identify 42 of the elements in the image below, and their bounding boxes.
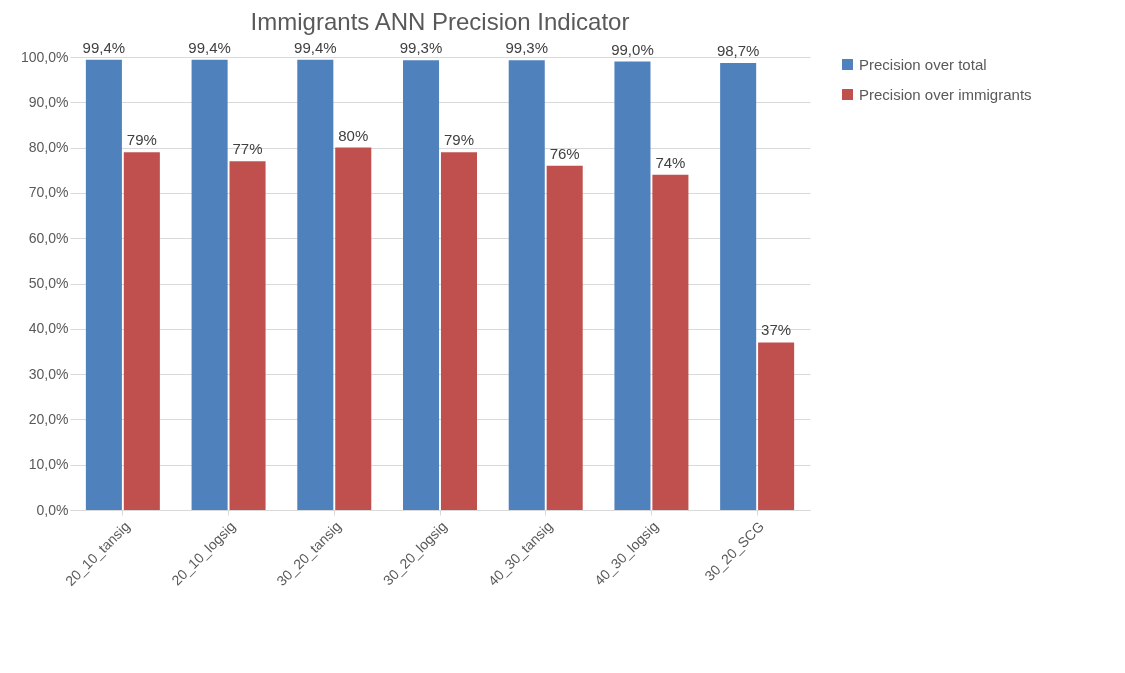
bar xyxy=(546,165,583,510)
bar xyxy=(440,152,477,510)
bar xyxy=(123,152,160,510)
data-label: 98,7% xyxy=(716,41,760,59)
data-label: 99,0% xyxy=(611,40,654,58)
data-label: 76% xyxy=(549,144,580,162)
y-tick-label: 90,0% xyxy=(28,93,69,110)
bar xyxy=(614,61,651,510)
data-label: 99,4% xyxy=(294,38,337,56)
legend-label: Precision over total xyxy=(859,55,987,73)
bar xyxy=(229,161,266,510)
y-tick-label: 20,0% xyxy=(28,410,69,427)
y-tick-label: 0,0% xyxy=(36,501,69,518)
bar xyxy=(335,147,372,510)
data-label: 74% xyxy=(655,153,686,171)
bar xyxy=(85,59,122,510)
bar xyxy=(652,174,689,510)
y-tick-label: 100,0% xyxy=(21,48,69,65)
data-label: 99,3% xyxy=(505,39,549,57)
y-tick-label: 10,0% xyxy=(28,456,69,473)
data-label: 99,3% xyxy=(399,39,443,57)
bar xyxy=(403,60,440,510)
y-tick-label: 30,0% xyxy=(28,365,69,382)
data-label: 37% xyxy=(761,321,792,339)
y-tick-label: 70,0% xyxy=(28,184,69,201)
data-label: 99,4% xyxy=(188,38,231,56)
data-label: 77% xyxy=(232,140,263,158)
bar xyxy=(297,59,334,510)
data-label: 80% xyxy=(338,126,369,144)
y-tick-label: 40,0% xyxy=(28,320,69,337)
bar xyxy=(191,59,228,510)
chart-title: Immigrants ANN Precision Indicator xyxy=(250,7,630,35)
y-tick-label: 60,0% xyxy=(28,229,69,246)
bar xyxy=(758,342,795,510)
y-tick-label: 80,0% xyxy=(28,139,69,156)
data-label: 99,4% xyxy=(82,38,126,56)
y-tick-label: 50,0% xyxy=(28,275,69,291)
bar xyxy=(720,62,757,510)
legend-label: Precision over immigrants xyxy=(859,85,1032,103)
data-label: 79% xyxy=(126,131,157,149)
bar xyxy=(508,60,545,510)
data-label: 79% xyxy=(443,131,474,149)
